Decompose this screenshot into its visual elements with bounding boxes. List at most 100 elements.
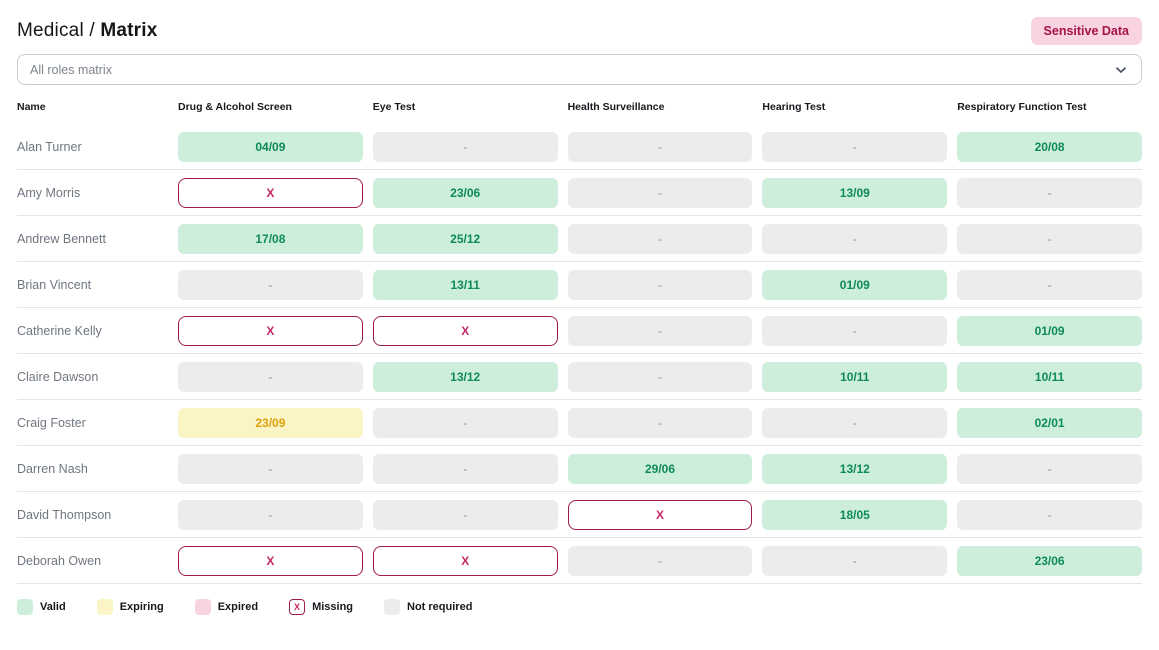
status-chip-not_required[interactable]: - <box>567 269 753 300</box>
table-row: Craig Foster 23/09- - -02/01 <box>17 400 1142 446</box>
status-chip-missing[interactable]: X <box>372 545 558 576</box>
employee-name: David Thompson <box>17 507 112 522</box>
status-chip-valid[interactable]: 17/08 <box>178 223 363 254</box>
legend-swatch-not_required <box>384 599 401 615</box>
roles-matrix-select[interactable]: All roles matrix <box>17 54 1142 85</box>
column-header-name: Name <box>17 101 46 113</box>
legend: Valid Expiring Expired X Missing Not required <box>17 599 1142 615</box>
status-chip-valid[interactable]: 25/12 <box>372 223 558 254</box>
employee-name: Andrew Bennett <box>17 231 106 246</box>
select-value: All roles matrix <box>30 62 112 77</box>
legend-label: Expired <box>217 601 259 613</box>
employee-name: Craig Foster <box>17 415 86 430</box>
status-chip-not_required[interactable]: - <box>567 545 753 576</box>
status-chip-not_required[interactable]: - <box>957 499 1142 530</box>
status-chip-valid[interactable]: 02/01 <box>957 407 1142 438</box>
status-chip-missing[interactable]: X <box>372 315 558 346</box>
status-chip-not_required[interactable]: - <box>567 407 753 438</box>
status-chip-not_required[interactable]: - <box>567 361 753 392</box>
status-chip-valid[interactable]: 23/06 <box>372 177 558 208</box>
status-chip-not_required[interactable]: - <box>957 453 1142 484</box>
legend-item-expiring: Expiring <box>96 599 164 615</box>
employee-name: Alan Turner <box>17 139 82 154</box>
table-row: Andrew Bennett 17/08 25/12- - - <box>17 216 1142 262</box>
status-chip-missing[interactable]: X <box>567 499 753 530</box>
legend-swatch-expiring <box>96 599 113 615</box>
breadcrumb-current: Matrix <box>100 19 158 41</box>
status-chip-missing[interactable]: X <box>178 545 363 576</box>
status-chip-not_required[interactable]: - <box>567 177 753 208</box>
table-row: Amy Morris X 23/06-13/09- <box>17 170 1142 216</box>
sensitive-data-badge: Sensitive Data <box>1030 16 1142 45</box>
status-chip-not_required[interactable]: - <box>762 545 948 576</box>
employee-name: Darren Nash <box>17 461 88 476</box>
status-chip-not_required[interactable]: - <box>178 269 363 300</box>
status-chip-not_required[interactable]: - <box>372 499 558 530</box>
page-title: Medical / Matrix <box>17 20 157 42</box>
table-row: Claire Dawson -13/12-10/11 10/11 <box>17 354 1142 400</box>
topbar: Medical / Matrix Sensitive Data <box>17 0 1142 46</box>
status-chip-valid[interactable]: 13/12 <box>762 453 948 484</box>
employee-name: Deborah Owen <box>17 553 102 568</box>
employee-name: Amy Morris <box>17 185 81 200</box>
status-chip-not_required[interactable]: - <box>567 315 753 346</box>
column-header-health-surveillance: Health Surveillance <box>567 101 665 113</box>
status-chip-expiring[interactable]: 23/09 <box>178 407 363 438</box>
matrix-table: Name Drug & Alcohol Screen Eye Test Heal… <box>17 85 1142 584</box>
legend-swatch-valid <box>17 599 33 615</box>
status-chip-not_required[interactable]: - <box>567 223 753 254</box>
legend-label: Expiring <box>119 601 164 613</box>
table-header-row: Name Drug & Alcohol Screen Eye Test Heal… <box>17 85 1142 124</box>
chevron-down-icon <box>1116 66 1126 73</box>
employee-name: Catherine Kelly <box>17 323 102 338</box>
status-chip-not_required[interactable]: - <box>762 223 948 254</box>
column-header-eye-test: Eye Test <box>372 101 416 113</box>
status-chip-not_required[interactable]: - <box>762 315 948 346</box>
status-chip-not_required[interactable]: - <box>372 453 558 484</box>
status-chip-valid[interactable]: 13/09 <box>762 177 948 208</box>
status-chip-valid[interactable]: 20/08 <box>957 131 1142 162</box>
status-chip-valid[interactable]: 01/09 <box>957 315 1142 346</box>
status-chip-not_required[interactable]: - <box>178 499 363 530</box>
status-chip-valid[interactable]: 29/06 <box>567 453 753 484</box>
legend-label: Missing <box>312 601 354 613</box>
status-chip-valid[interactable]: 01/09 <box>762 269 948 300</box>
table-row: Darren Nash - -29/06 13/12- <box>17 446 1142 492</box>
table-row: Alan Turner 04/09- - -20/08 <box>17 124 1142 170</box>
legend-item-missing: X Missing <box>289 599 353 615</box>
status-chip-valid[interactable]: 13/11 <box>372 269 558 300</box>
table-row: Brian Vincent -13/11-01/09- <box>17 262 1142 308</box>
status-chip-valid[interactable]: 10/11 <box>762 361 948 392</box>
legend-label: Valid <box>40 601 66 613</box>
legend-label: Not required <box>407 601 473 613</box>
status-chip-not_required[interactable]: - <box>372 407 558 438</box>
table-body: Alan Turner 04/09- - -20/08 Amy Morris X 23/06… <box>17 124 1142 584</box>
status-chip-missing[interactable]: X <box>178 177 363 208</box>
column-header-hearing-test: Hearing Test <box>762 101 826 113</box>
status-chip-valid[interactable]: 04/09 <box>178 131 363 162</box>
employee-name: Brian Vincent <box>17 277 92 292</box>
legend-item-expired: Expired <box>194 599 259 615</box>
status-chip-not_required[interactable]: - <box>762 131 948 162</box>
status-chip-valid[interactable]: 10/11 <box>957 361 1142 392</box>
table-row: David Thompson - - X 18/05- <box>17 492 1142 538</box>
status-chip-not_required[interactable]: - <box>567 131 753 162</box>
legend-swatch-missing: X <box>289 599 306 615</box>
status-chip-valid[interactable]: 13/12 <box>372 361 558 392</box>
status-chip-not_required[interactable]: - <box>372 131 558 162</box>
employee-name: Claire Dawson <box>17 369 99 384</box>
status-chip-not_required[interactable]: - <box>178 453 363 484</box>
status-chip-not_required[interactable]: - <box>957 177 1142 208</box>
status-chip-not_required[interactable]: - <box>762 407 948 438</box>
status-chip-not_required[interactable]: - <box>957 223 1142 254</box>
status-chip-not_required[interactable]: - <box>178 361 363 392</box>
status-chip-not_required[interactable]: - <box>957 269 1142 300</box>
status-chip-valid[interactable]: 23/06 <box>957 545 1142 576</box>
status-chip-missing[interactable]: X <box>178 315 363 346</box>
status-chip-valid[interactable]: 18/05 <box>762 499 948 530</box>
column-header-respiratory: Respiratory Function Test <box>957 101 1087 113</box>
legend-swatch-expired <box>194 599 211 615</box>
legend-item-not_required: Not required <box>384 599 472 615</box>
legend-item-valid: Valid <box>17 599 66 615</box>
